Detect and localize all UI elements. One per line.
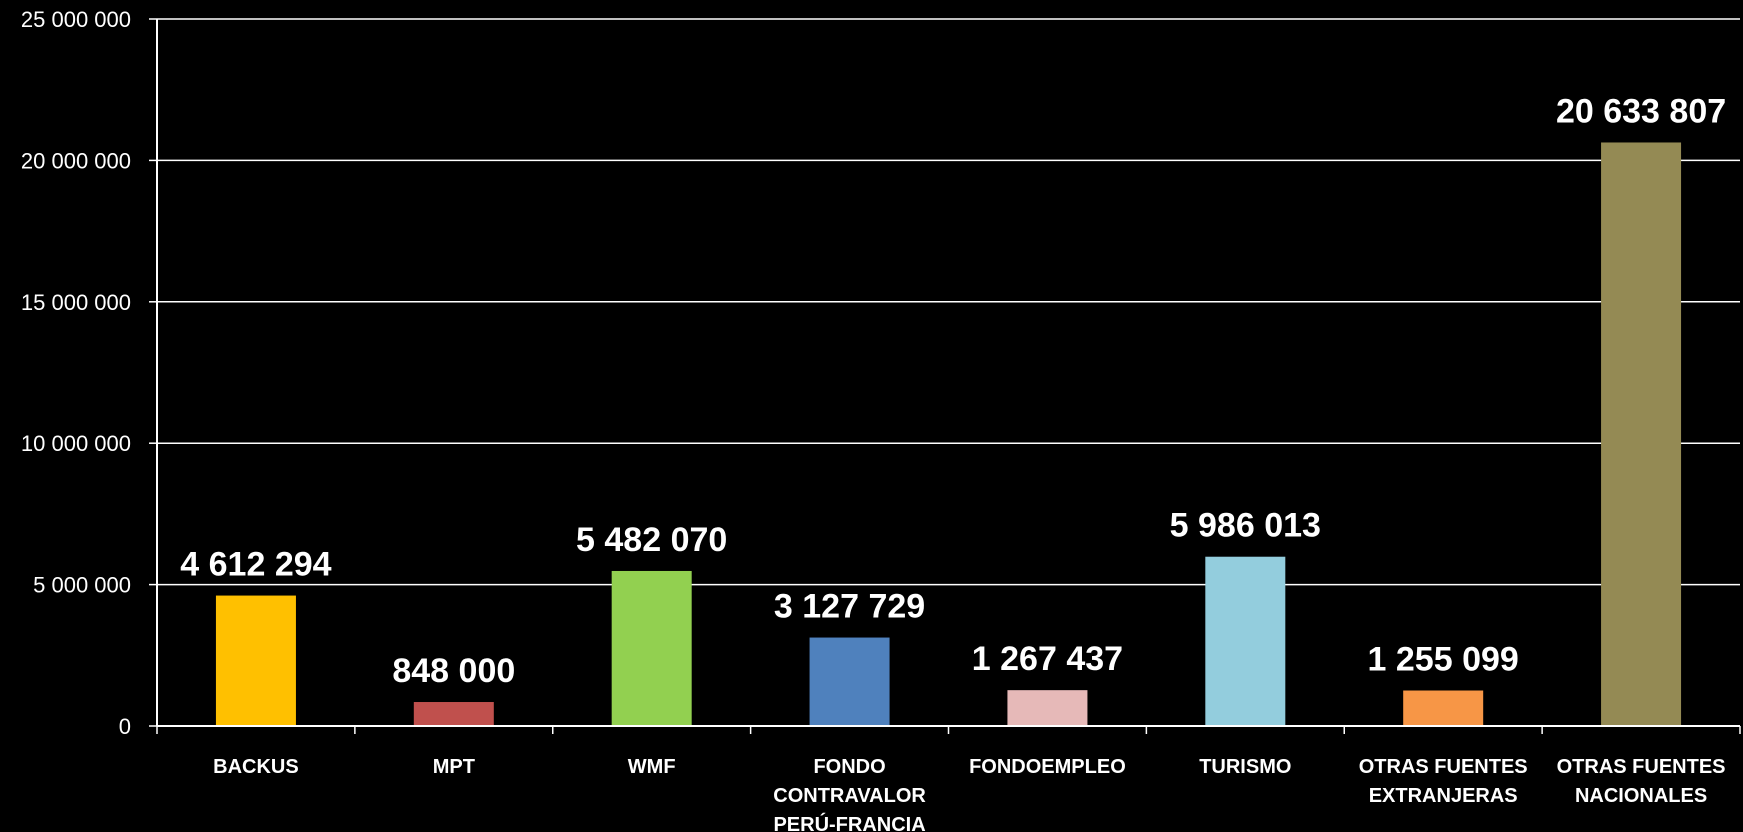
gridlines — [157, 18, 1740, 586]
bar — [1403, 690, 1484, 726]
y-tick-label: 25 000 000 — [21, 7, 131, 32]
y-tick-label: 20 000 000 — [21, 148, 131, 173]
data-label: 1 255 099 — [1368, 641, 1519, 679]
x-tick-label-line: NACIONALES — [1575, 785, 1707, 807]
y-tick-label: 5 000 000 — [33, 573, 131, 598]
x-tick-label-line: FONDOEMPLEO — [969, 756, 1126, 778]
x-tick-label-line: EXTRANJERAS — [1369, 785, 1518, 807]
data-labels: 4 612 294 848 000 5 482 070 3 127 729 1 267 … — [180, 92, 1726, 690]
x-tick-label-line: TURISMO — [1199, 756, 1291, 778]
bar — [1205, 556, 1286, 726]
x-tick-label-line: CONTRAVALOR — [773, 785, 926, 807]
y-tick-label: 15 000 000 — [21, 290, 131, 315]
x-tick-label: WMF — [628, 756, 676, 778]
x-tick-label: TURISMO — [1199, 756, 1291, 778]
data-label: 20 633 807 — [1556, 92, 1726, 130]
data-label: 5 482 070 — [576, 521, 727, 559]
x-tick-label-line: MPT — [433, 756, 475, 778]
x-tick-label-line: BACKUS — [213, 756, 299, 778]
y-axis-ticks: 0 5 000 000 10 000 000 15 000 000 20 000 000… — [21, 7, 157, 739]
x-tick-label: OTRAS FUENTES EXTRANJERAS — [1359, 756, 1528, 807]
data-label: 4 612 294 — [180, 546, 331, 584]
data-label: 3 127 729 — [774, 588, 925, 626]
axes — [156, 19, 1741, 734]
x-tick-label: FONDOEMPLEO — [969, 756, 1126, 778]
x-tick-label: FONDO CONTRAVALOR PERÚ-FRANCIA — [773, 756, 926, 832]
x-tick-label: BACKUS — [213, 756, 299, 778]
x-tick-label: OTRAS FUENTES NACIONALES — [1557, 756, 1726, 807]
bar — [1601, 142, 1682, 726]
data-label: 1 267 437 — [972, 640, 1123, 678]
bar — [809, 637, 890, 726]
x-tick-label-line: OTRAS FUENTES — [1557, 756, 1726, 778]
data-label: 848 000 — [392, 652, 515, 690]
bar — [611, 570, 692, 726]
x-tick-label: MPT — [433, 756, 475, 778]
x-tick-label-line: PERÚ-FRANCIA — [773, 812, 925, 832]
x-tick-label-line: FONDO — [813, 756, 885, 778]
data-label: 5 986 013 — [1170, 507, 1321, 545]
y-tick-label: 0 — [119, 714, 131, 739]
bar — [413, 702, 494, 726]
x-tick-label-line: WMF — [628, 756, 676, 778]
bar — [215, 595, 296, 726]
x-tick-label-line: OTRAS FUENTES — [1359, 756, 1528, 778]
bar — [1007, 690, 1088, 726]
bars — [215, 142, 1682, 726]
y-tick-label: 10 000 000 — [21, 431, 131, 456]
x-axis-ticks: BACKUS MPT WMF FONDO CONTRAVALOR PERÚ-FRANCIA… — [213, 756, 1725, 832]
